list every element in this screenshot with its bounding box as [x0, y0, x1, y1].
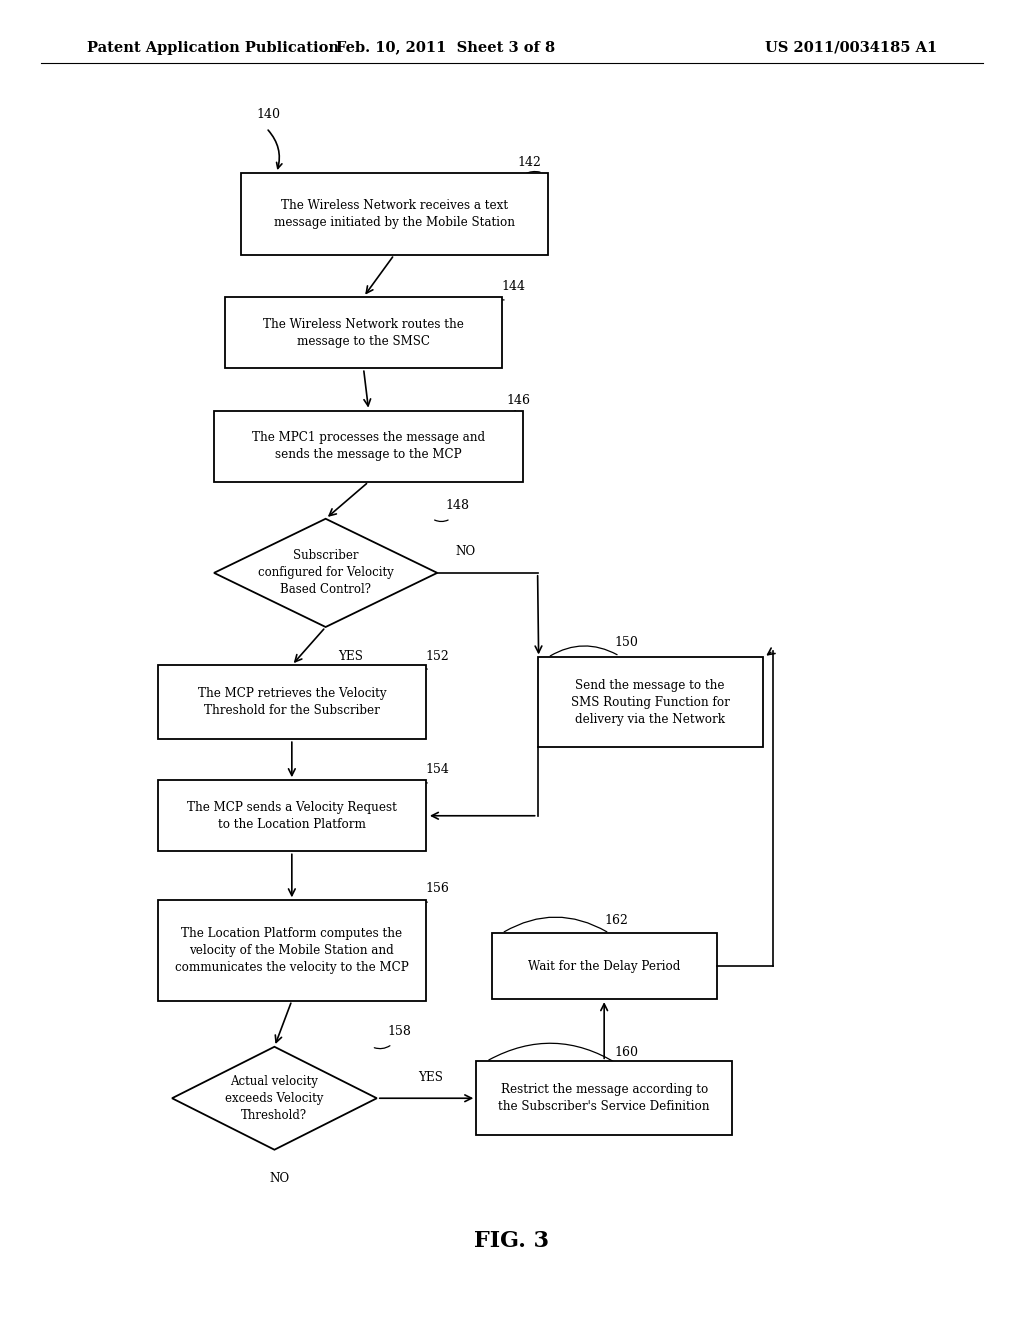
- Text: The MCP sends a Velocity Request
to the Location Platform: The MCP sends a Velocity Request to the …: [187, 801, 396, 830]
- Polygon shape: [214, 519, 437, 627]
- Text: Subscriber
configured for Velocity
Based Control?: Subscriber configured for Velocity Based…: [258, 549, 393, 597]
- Text: 142: 142: [517, 156, 541, 169]
- Bar: [476, 1061, 732, 1135]
- Text: 150: 150: [614, 636, 638, 649]
- Text: 154: 154: [425, 763, 449, 776]
- Text: Actual velocity
exceeds Velocity
Threshold?: Actual velocity exceeds Velocity Thresho…: [225, 1074, 324, 1122]
- Text: The Location Platform computes the
velocity of the Mobile Station and
communicat: The Location Platform computes the veloc…: [175, 927, 409, 974]
- Polygon shape: [172, 1047, 377, 1150]
- Text: 144: 144: [502, 280, 525, 293]
- Text: Wait for the Delay Period: Wait for the Delay Period: [528, 960, 680, 973]
- Text: The MPC1 processes the message and
sends the message to the MCP: The MPC1 processes the message and sends…: [252, 432, 485, 461]
- Bar: [538, 657, 763, 747]
- Text: NO: NO: [269, 1172, 290, 1185]
- Bar: [158, 900, 426, 1001]
- Text: 160: 160: [614, 1045, 638, 1059]
- Text: YES: YES: [338, 649, 362, 663]
- Text: 152: 152: [425, 649, 449, 663]
- Text: 146: 146: [507, 393, 530, 407]
- Text: 162: 162: [604, 913, 628, 927]
- Text: The Wireless Network routes the
message to the SMSC: The Wireless Network routes the message …: [263, 318, 464, 347]
- Text: The Wireless Network receives a text
message initiated by the Mobile Station: The Wireless Network receives a text mes…: [273, 199, 515, 228]
- Bar: [492, 933, 717, 999]
- Bar: [225, 297, 502, 368]
- Bar: [158, 780, 426, 851]
- Text: 148: 148: [445, 499, 469, 512]
- Bar: [158, 665, 426, 739]
- Bar: [241, 173, 548, 255]
- Text: The MCP retrieves the Velocity
Threshold for the Subscriber: The MCP retrieves the Velocity Threshold…: [198, 688, 386, 717]
- Text: FIG. 3: FIG. 3: [474, 1230, 550, 1251]
- Text: Feb. 10, 2011  Sheet 3 of 8: Feb. 10, 2011 Sheet 3 of 8: [336, 41, 555, 54]
- Text: 140: 140: [256, 108, 280, 121]
- Text: Restrict the message according to
the Subscriber's Service Definition: Restrict the message according to the Su…: [499, 1084, 710, 1113]
- Text: Send the message to the
SMS Routing Function for
delivery via the Network: Send the message to the SMS Routing Func…: [570, 678, 730, 726]
- Text: US 2011/0034185 A1: US 2011/0034185 A1: [765, 41, 937, 54]
- Bar: [214, 411, 523, 482]
- Text: NO: NO: [456, 545, 476, 558]
- Text: Patent Application Publication: Patent Application Publication: [87, 41, 339, 54]
- Text: YES: YES: [418, 1071, 442, 1084]
- Text: 156: 156: [425, 882, 449, 895]
- Text: 158: 158: [387, 1024, 411, 1038]
